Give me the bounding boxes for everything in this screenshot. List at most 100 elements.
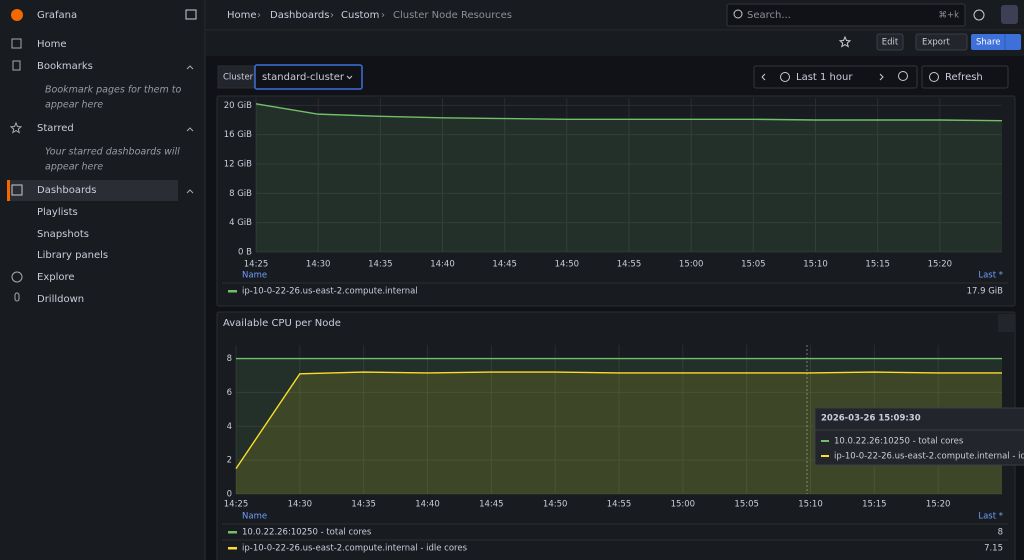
export-label: Export [922, 38, 950, 48]
tooltip-item: ip-10-0-22-26.us-east-2.compute.internal… [834, 452, 1024, 462]
x-tick-label: 15:10 [798, 500, 823, 510]
y-tick-label: 0 B [238, 248, 252, 258]
series-line [235, 371, 1002, 469]
nav: Home Bookmarks Bookmark pages for them t… [9, 38, 194, 305]
x-tick-label: 15:15 [862, 500, 887, 510]
nav-item[interactable]: Drilldown [37, 294, 84, 305]
shortcut: ⌘+k [938, 11, 959, 21]
search-icon [733, 9, 743, 19]
nav-item[interactable]: Starred [37, 123, 74, 134]
x-tick-label: 15:20 [926, 500, 951, 510]
swatch [821, 455, 829, 457]
chevron[interactable] [186, 189, 194, 194]
help-icon[interactable] [973, 9, 985, 21]
plots: 0 B 4 GiB 8 GiB 12 GiB 16 GiB 20 GiB 14:25 14:3… [222, 98, 1008, 554]
variable-label-box [217, 65, 255, 89]
export-button[interactable] [915, 33, 968, 51]
x-tick-label: 14:30 [306, 260, 331, 270]
x-tick-label: 14:45 [479, 500, 504, 510]
zoom-out[interactable] [898, 71, 908, 81]
legend-header: Last * [978, 271, 1003, 281]
nav-item[interactable]: Home [37, 39, 67, 50]
breadcrumb[interactable]: Home [227, 10, 257, 21]
clock-icon [780, 72, 790, 82]
search-box[interactable] [726, 3, 966, 27]
edit-button[interactable] [876, 33, 904, 51]
panel-menu[interactable] [998, 314, 1014, 332]
x-tick-label: 14:55 [607, 500, 632, 510]
y-tick-label: 0 [227, 490, 232, 500]
variable-select[interactable] [254, 64, 363, 90]
dock-icon[interactable] [185, 9, 197, 20]
x-tick-label: 15:00 [679, 260, 704, 270]
nav-item[interactable]: Explore [37, 272, 75, 283]
icon [9, 121, 23, 134]
next-button[interactable] [879, 73, 884, 81]
y-tick-label: 4 [227, 422, 232, 432]
x-tick-label: 14:55 [617, 260, 642, 270]
logo [11, 9, 23, 21]
nav-item[interactable]: Playlists [37, 207, 78, 218]
legend-swatch [228, 547, 237, 550]
x-tick-label: 14:45 [492, 260, 517, 270]
active-bar [7, 180, 10, 201]
nav-item[interactable]: Library panels [37, 250, 108, 261]
legend-header: Last * [978, 512, 1003, 522]
active-bg [8, 180, 178, 201]
icon [12, 60, 21, 71]
x-tick-label: 15:20 [928, 260, 953, 270]
nav-item[interactable]: Dashboards [37, 185, 96, 196]
separator: › [381, 10, 385, 21]
x-tick-label: 15:05 [734, 500, 759, 510]
legend-header: Name [242, 271, 267, 281]
separator: › [257, 10, 261, 21]
legend-last: 7.15 [984, 544, 1003, 554]
tooltip: 2026-03-26 15:09:30 10.0.22.26:10250 - t… [814, 407, 1024, 466]
legend-name: ip-10-0-22-26.us-east-2.compute.internal… [242, 544, 468, 554]
x-tick-label: 14:50 [543, 500, 568, 510]
prev-button[interactable] [761, 73, 766, 81]
note: appear here [45, 100, 103, 111]
y-tick-label: 20 GiB [224, 101, 252, 111]
chevron[interactable] [186, 127, 194, 132]
star-button[interactable] [838, 35, 852, 48]
avatar[interactable] [1001, 5, 1018, 24]
share-label: Share [976, 38, 1001, 48]
search-placeholder: Search... [747, 10, 791, 21]
variable-value: standard-cluster [262, 72, 345, 83]
time-picker[interactable] [753, 65, 918, 89]
x-tick-label: 14:50 [555, 260, 580, 270]
area [256, 103, 1002, 252]
x-tick-label: 15:15 [865, 260, 890, 270]
note: Bookmark pages for them to [45, 85, 182, 96]
sidebar [0, 0, 205, 560]
refresh-button[interactable] [921, 65, 1009, 89]
time-range: Last 1 hour [796, 72, 853, 83]
breadcrumb[interactable]: Custom [341, 10, 379, 21]
x-tick-label: 14:25 [244, 260, 269, 270]
refresh-icon [929, 72, 939, 82]
x-tick-label: 14:40 [415, 500, 440, 510]
chevron[interactable] [186, 65, 194, 70]
swatch [821, 440, 829, 442]
nav-item[interactable]: Bookmarks [37, 61, 93, 72]
x-tick-label: 14:40 [430, 260, 455, 270]
share-button[interactable] [971, 34, 1021, 50]
y-tick-label: 8 [227, 354, 232, 364]
series-line [255, 103, 1003, 122]
breadcrumb[interactable]: Dashboards [270, 10, 329, 21]
edit-label: Edit [882, 38, 899, 48]
separator: › [330, 10, 334, 21]
nav-item[interactable]: Snapshots [37, 229, 89, 240]
x-tick-label: 14:35 [351, 500, 376, 510]
note: Your starred dashboards will [45, 147, 180, 158]
note: appear here [45, 162, 103, 173]
y-tick-label: 8 GiB [229, 189, 252, 199]
breadcrumb: Cluster Node Resources [393, 10, 512, 21]
y-tick-label: 2 [227, 456, 232, 466]
x-tick-label: 15:05 [741, 260, 766, 270]
legend-swatch [228, 531, 237, 534]
